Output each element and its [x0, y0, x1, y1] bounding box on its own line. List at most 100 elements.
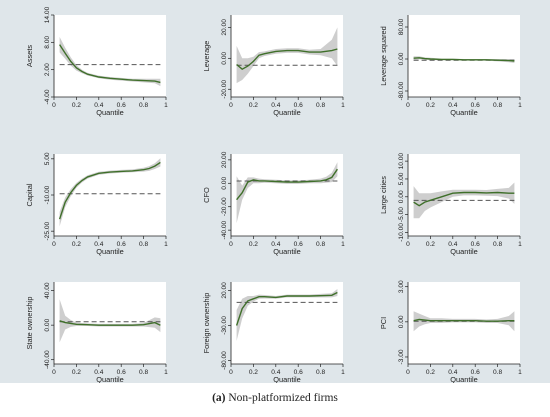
x-tick-label: 0.6 [117, 102, 126, 109]
x-axis-label: Quantile [96, 108, 124, 117]
figure-caption: (a) Non-platformized firms [0, 392, 550, 404]
x-tick-label: 1 [341, 369, 345, 376]
x-tick-label: 0.8 [139, 369, 148, 376]
x-tick-label: 1 [341, 102, 345, 109]
x-tick-label: 0.8 [316, 241, 325, 248]
x-axis-label: Quantile [450, 108, 478, 117]
x-tick-label: 1 [164, 102, 168, 109]
y-tick-label: 0.00 [221, 177, 228, 190]
y-tick-label: -30.00 [221, 316, 228, 335]
y-tick-label: -5.00 [398, 207, 405, 222]
x-tick-label: 0.2 [72, 102, 81, 109]
y-tick-label: 80.00 [398, 18, 405, 35]
panel-leverage: 0 0.2 0.4 0.6 0.8 1 -20.00 0.00 20.00 Quantile Lev… [202, 15, 345, 117]
x-tick-label: 1 [518, 241, 522, 248]
y-axis-label: Leverage [202, 41, 211, 72]
x-tick-label: 0.4 [271, 102, 280, 109]
y-axis-label: State ownership [25, 297, 34, 350]
quantile-estimate-line [413, 191, 515, 207]
x-axis-label: Quantile [450, 247, 478, 256]
x-axis-label: Quantile [273, 375, 301, 383]
plot-background [408, 15, 520, 97]
y-tick-label: 0.00 [398, 315, 405, 328]
panel-leverage-squared: 0 0.2 0.4 0.6 0.8 1 -80.00 0.00 80.00 Quantile Lev… [379, 15, 522, 117]
caption-label: (a) [212, 392, 226, 404]
quantile-estimate-line [59, 320, 161, 326]
confidence-band [236, 27, 338, 84]
y-axis-label: Foreign ownership [202, 293, 211, 354]
x-tick-label: 0 [52, 102, 56, 109]
x-axis-label: Quantile [96, 247, 124, 256]
y-axis-label: Large cities [379, 176, 388, 214]
x-tick-label: 0 [229, 102, 233, 109]
x-tick-label: 0.6 [471, 241, 480, 248]
x-tick-label: 0 [406, 241, 410, 248]
y-tick-label: 2.00 [44, 63, 51, 76]
x-tick-label: 0.6 [471, 369, 480, 376]
x-tick-label: 0.6 [117, 369, 126, 376]
y-tick-label: -25.00 [44, 221, 51, 240]
y-tick-label: 3.00 [398, 280, 405, 293]
x-tick-label: 0.8 [139, 241, 148, 248]
x-axis-label: Quantile [96, 375, 124, 383]
panel-state-ownership: 0 0.2 0.4 0.6 0.8 1 -40.00 0.00 40.00 Quantile Sta… [25, 282, 168, 383]
x-tick-label: 0 [229, 241, 233, 248]
quantile-estimate-line [236, 48, 338, 71]
x-axis-label: Quantile [273, 108, 301, 117]
x-tick-label: 0.6 [294, 369, 303, 376]
x-tick-label: 0.4 [271, 369, 280, 376]
plot-background [231, 154, 343, 236]
y-tick-label: -80.00 [398, 81, 405, 100]
y-tick-label: -40.00 [44, 350, 51, 369]
y-tick-label: -3.00 [398, 349, 405, 364]
confidence-band [236, 289, 338, 341]
y-tick-label: -10.00 [44, 185, 51, 204]
y-tick-label: -4.00 [44, 89, 51, 104]
x-tick-label: 0.2 [249, 369, 258, 376]
y-tick-label: -40.00 [221, 220, 228, 239]
x-tick-label: 0.8 [139, 102, 148, 109]
panel-assets: 0 0.2 0.4 0.6 0.8 1 -4.00 2.00 8.00 14.00 Quantile… [25, 6, 168, 117]
x-tick-label: 0.4 [94, 369, 103, 376]
x-tick-label: 0.4 [448, 369, 457, 376]
x-tick-label: 0.6 [294, 241, 303, 248]
y-tick-label: 0.00 [221, 52, 228, 65]
x-tick-label: 0.2 [249, 102, 258, 109]
panel-large-cities: 0 0.2 0.4 0.6 0.8 1 -10.00-5.00 0.00 5.00 10.00 Qu… [379, 153, 522, 256]
y-tick-label: 20.00 [221, 19, 228, 36]
x-tick-label: 1 [164, 241, 168, 248]
confidence-band [413, 182, 515, 219]
y-tick-label: 10.00 [398, 153, 405, 170]
y-tick-label: -80.00 [221, 351, 228, 370]
x-tick-label: 0.8 [493, 102, 502, 109]
x-tick-label: 0.6 [117, 241, 126, 248]
x-tick-label: 0.2 [72, 369, 81, 376]
x-tick-label: 0.8 [493, 369, 502, 376]
x-tick-label: 0.2 [426, 102, 435, 109]
x-tick-label: 1 [518, 369, 522, 376]
quantile-estimate-line [413, 57, 515, 62]
y-axis-label: CFO [202, 187, 211, 203]
y-tick-label: 0.00 [398, 52, 405, 65]
x-tick-label: 0.8 [493, 241, 502, 248]
x-tick-label: 0 [406, 369, 410, 376]
x-tick-label: 0.2 [426, 241, 435, 248]
y-tick-label: 40.00 [44, 282, 51, 299]
x-axis-label: Quantile [450, 375, 478, 383]
x-tick-label: 0.4 [271, 241, 280, 248]
y-tick-label: 0.00 [398, 190, 405, 203]
panel-cfo: 0 0.2 0.4 0.6 0.8 1 -40.00 -20.00 0.00 20.00 Quant… [202, 151, 345, 256]
x-tick-label: 1 [518, 102, 522, 109]
x-tick-label: 0.4 [94, 102, 103, 109]
y-axis-label: Leverage squared [379, 26, 388, 86]
quantile-estimate-line [59, 44, 161, 84]
panel-foreign-ownership: 0 0.2 0.4 0.6 0.8 1 -80.00 -30.00 20.00 Quantile F… [202, 282, 345, 383]
x-tick-label: 0.8 [316, 369, 325, 376]
y-tick-label: 20.00 [221, 151, 228, 168]
x-tick-label: 0 [406, 102, 410, 109]
x-tick-label: 0.6 [294, 102, 303, 109]
y-axis-label: PCI [379, 317, 388, 329]
y-tick-label: 0.00 [44, 318, 51, 331]
x-tick-label: 1 [341, 241, 345, 248]
